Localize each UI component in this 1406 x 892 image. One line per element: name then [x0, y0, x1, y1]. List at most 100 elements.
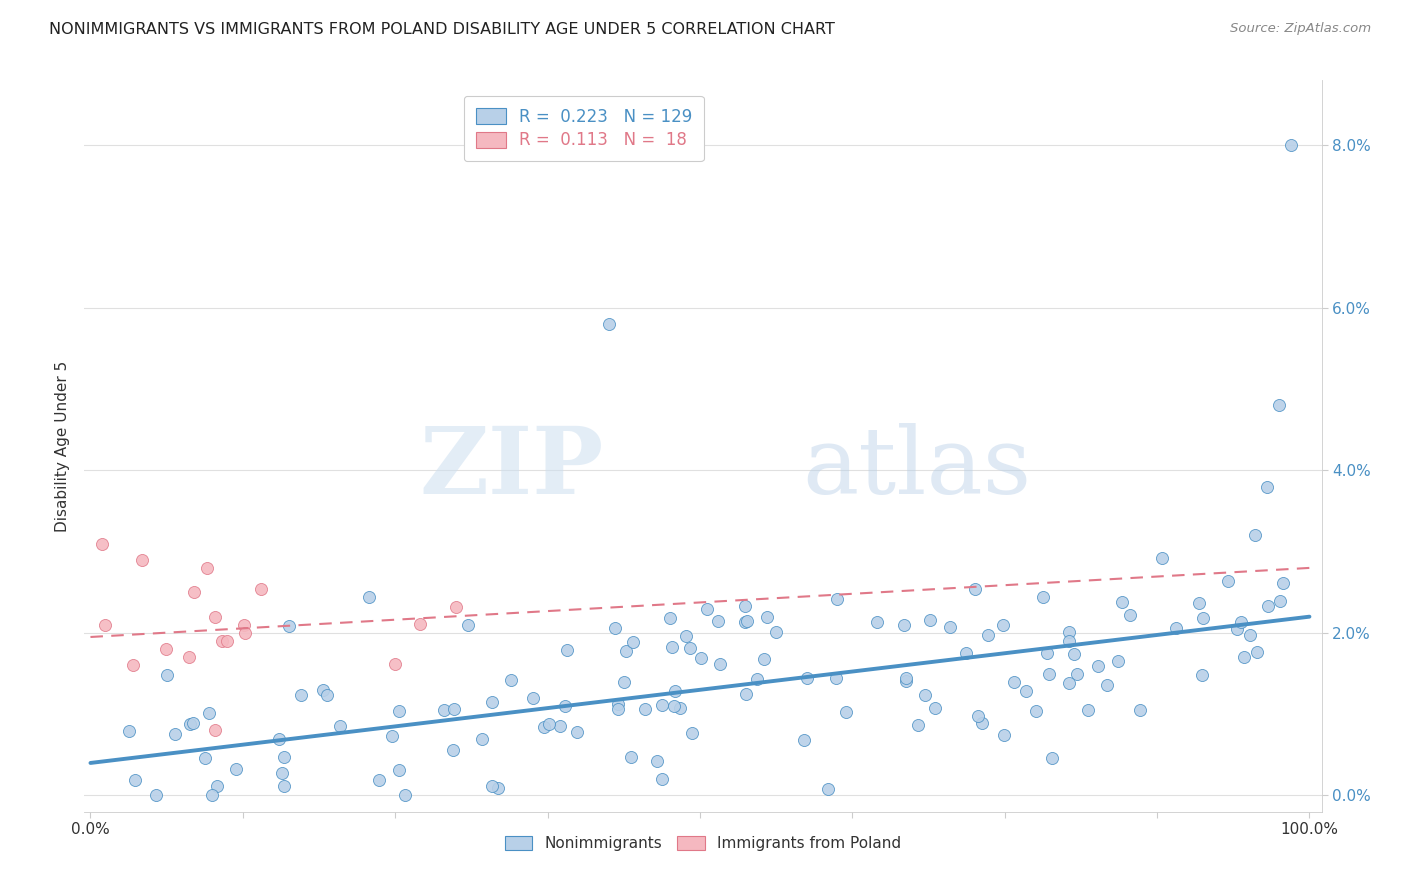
Point — [201, 789, 224, 803]
Point — [1036, 646, 1059, 660]
Point — [735, 615, 758, 629]
Legend: Nonimmigrants, Immigrants from Poland: Nonimmigrants, Immigrants from Poland — [498, 828, 908, 859]
Point — [381, 729, 404, 743]
Point — [155, 642, 177, 657]
Text: ZIP: ZIP — [420, 423, 605, 513]
Point — [752, 651, 775, 665]
Point — [368, 773, 391, 788]
Point — [620, 750, 643, 764]
Point — [471, 731, 494, 746]
Point — [433, 703, 456, 717]
Y-axis label: Disability Age Under 5: Disability Age Under 5 — [55, 360, 70, 532]
Point — [606, 702, 628, 716]
Text: atlas: atlas — [801, 423, 1031, 513]
Point — [441, 743, 464, 757]
Point — [359, 590, 381, 604]
Point — [817, 781, 839, 796]
Point — [1279, 138, 1302, 153]
Point — [734, 599, 756, 614]
Point — [894, 673, 917, 688]
Point — [598, 317, 620, 331]
Point — [538, 716, 561, 731]
Point — [977, 628, 1000, 642]
Point — [1059, 634, 1081, 648]
Point — [1063, 647, 1085, 661]
Point — [179, 717, 201, 731]
Point — [1152, 550, 1174, 565]
Point — [533, 720, 555, 734]
Point — [316, 689, 339, 703]
Point — [204, 723, 226, 738]
Point — [1268, 398, 1291, 412]
Point — [907, 718, 929, 732]
Point — [825, 671, 848, 685]
Point — [613, 674, 636, 689]
Point — [290, 688, 312, 702]
Point — [1191, 611, 1213, 625]
Point — [499, 673, 522, 687]
Point — [1257, 599, 1279, 614]
Point — [217, 634, 239, 648]
Point — [1107, 654, 1129, 668]
Point — [696, 602, 718, 616]
Point — [408, 617, 430, 632]
Point — [939, 620, 962, 634]
Point — [1038, 666, 1060, 681]
Point — [557, 643, 579, 657]
Point — [651, 772, 673, 786]
Point — [606, 697, 628, 711]
Point — [481, 695, 503, 709]
Point — [920, 613, 942, 627]
Point — [1066, 667, 1088, 681]
Point — [233, 626, 256, 640]
Point — [1226, 622, 1249, 636]
Point — [273, 750, 295, 764]
Point — [834, 705, 856, 719]
Point — [965, 582, 987, 596]
Point — [1229, 615, 1251, 630]
Point — [443, 701, 465, 715]
Point — [621, 634, 644, 648]
Text: NONIMMIGRANTS VS IMMIGRANTS FROM POLAND DISABILITY AGE UNDER 5 CORRELATION CHART: NONIMMIGRANTS VS IMMIGRANTS FROM POLAND … — [49, 22, 835, 37]
Point — [1002, 675, 1025, 690]
Point — [664, 699, 686, 714]
Point — [250, 582, 273, 596]
Point — [118, 724, 141, 739]
Point — [554, 698, 576, 713]
Point — [121, 658, 143, 673]
Point — [267, 732, 290, 747]
Point — [1191, 668, 1213, 682]
Point — [616, 644, 638, 658]
Point — [522, 691, 544, 706]
Point — [145, 789, 167, 803]
Point — [181, 716, 204, 731]
Point — [194, 751, 217, 765]
Point — [893, 618, 915, 632]
Point — [195, 561, 218, 575]
Point — [1015, 684, 1038, 698]
Point — [681, 726, 703, 740]
Point — [198, 706, 221, 720]
Point — [651, 698, 673, 712]
Point — [634, 702, 657, 716]
Point — [825, 591, 848, 606]
Point — [277, 619, 299, 633]
Point — [1129, 703, 1152, 717]
Point — [1087, 659, 1109, 673]
Point — [211, 634, 233, 648]
Point — [924, 701, 946, 715]
Point — [796, 671, 818, 685]
Point — [645, 754, 668, 768]
Point — [1233, 650, 1256, 665]
Point — [204, 609, 226, 624]
Point — [993, 727, 1015, 741]
Point — [388, 705, 411, 719]
Point — [329, 719, 352, 733]
Point — [1095, 678, 1118, 692]
Point — [993, 618, 1015, 632]
Point — [756, 609, 779, 624]
Point — [1032, 591, 1054, 605]
Point — [1216, 574, 1239, 589]
Point — [605, 621, 627, 635]
Point — [457, 617, 479, 632]
